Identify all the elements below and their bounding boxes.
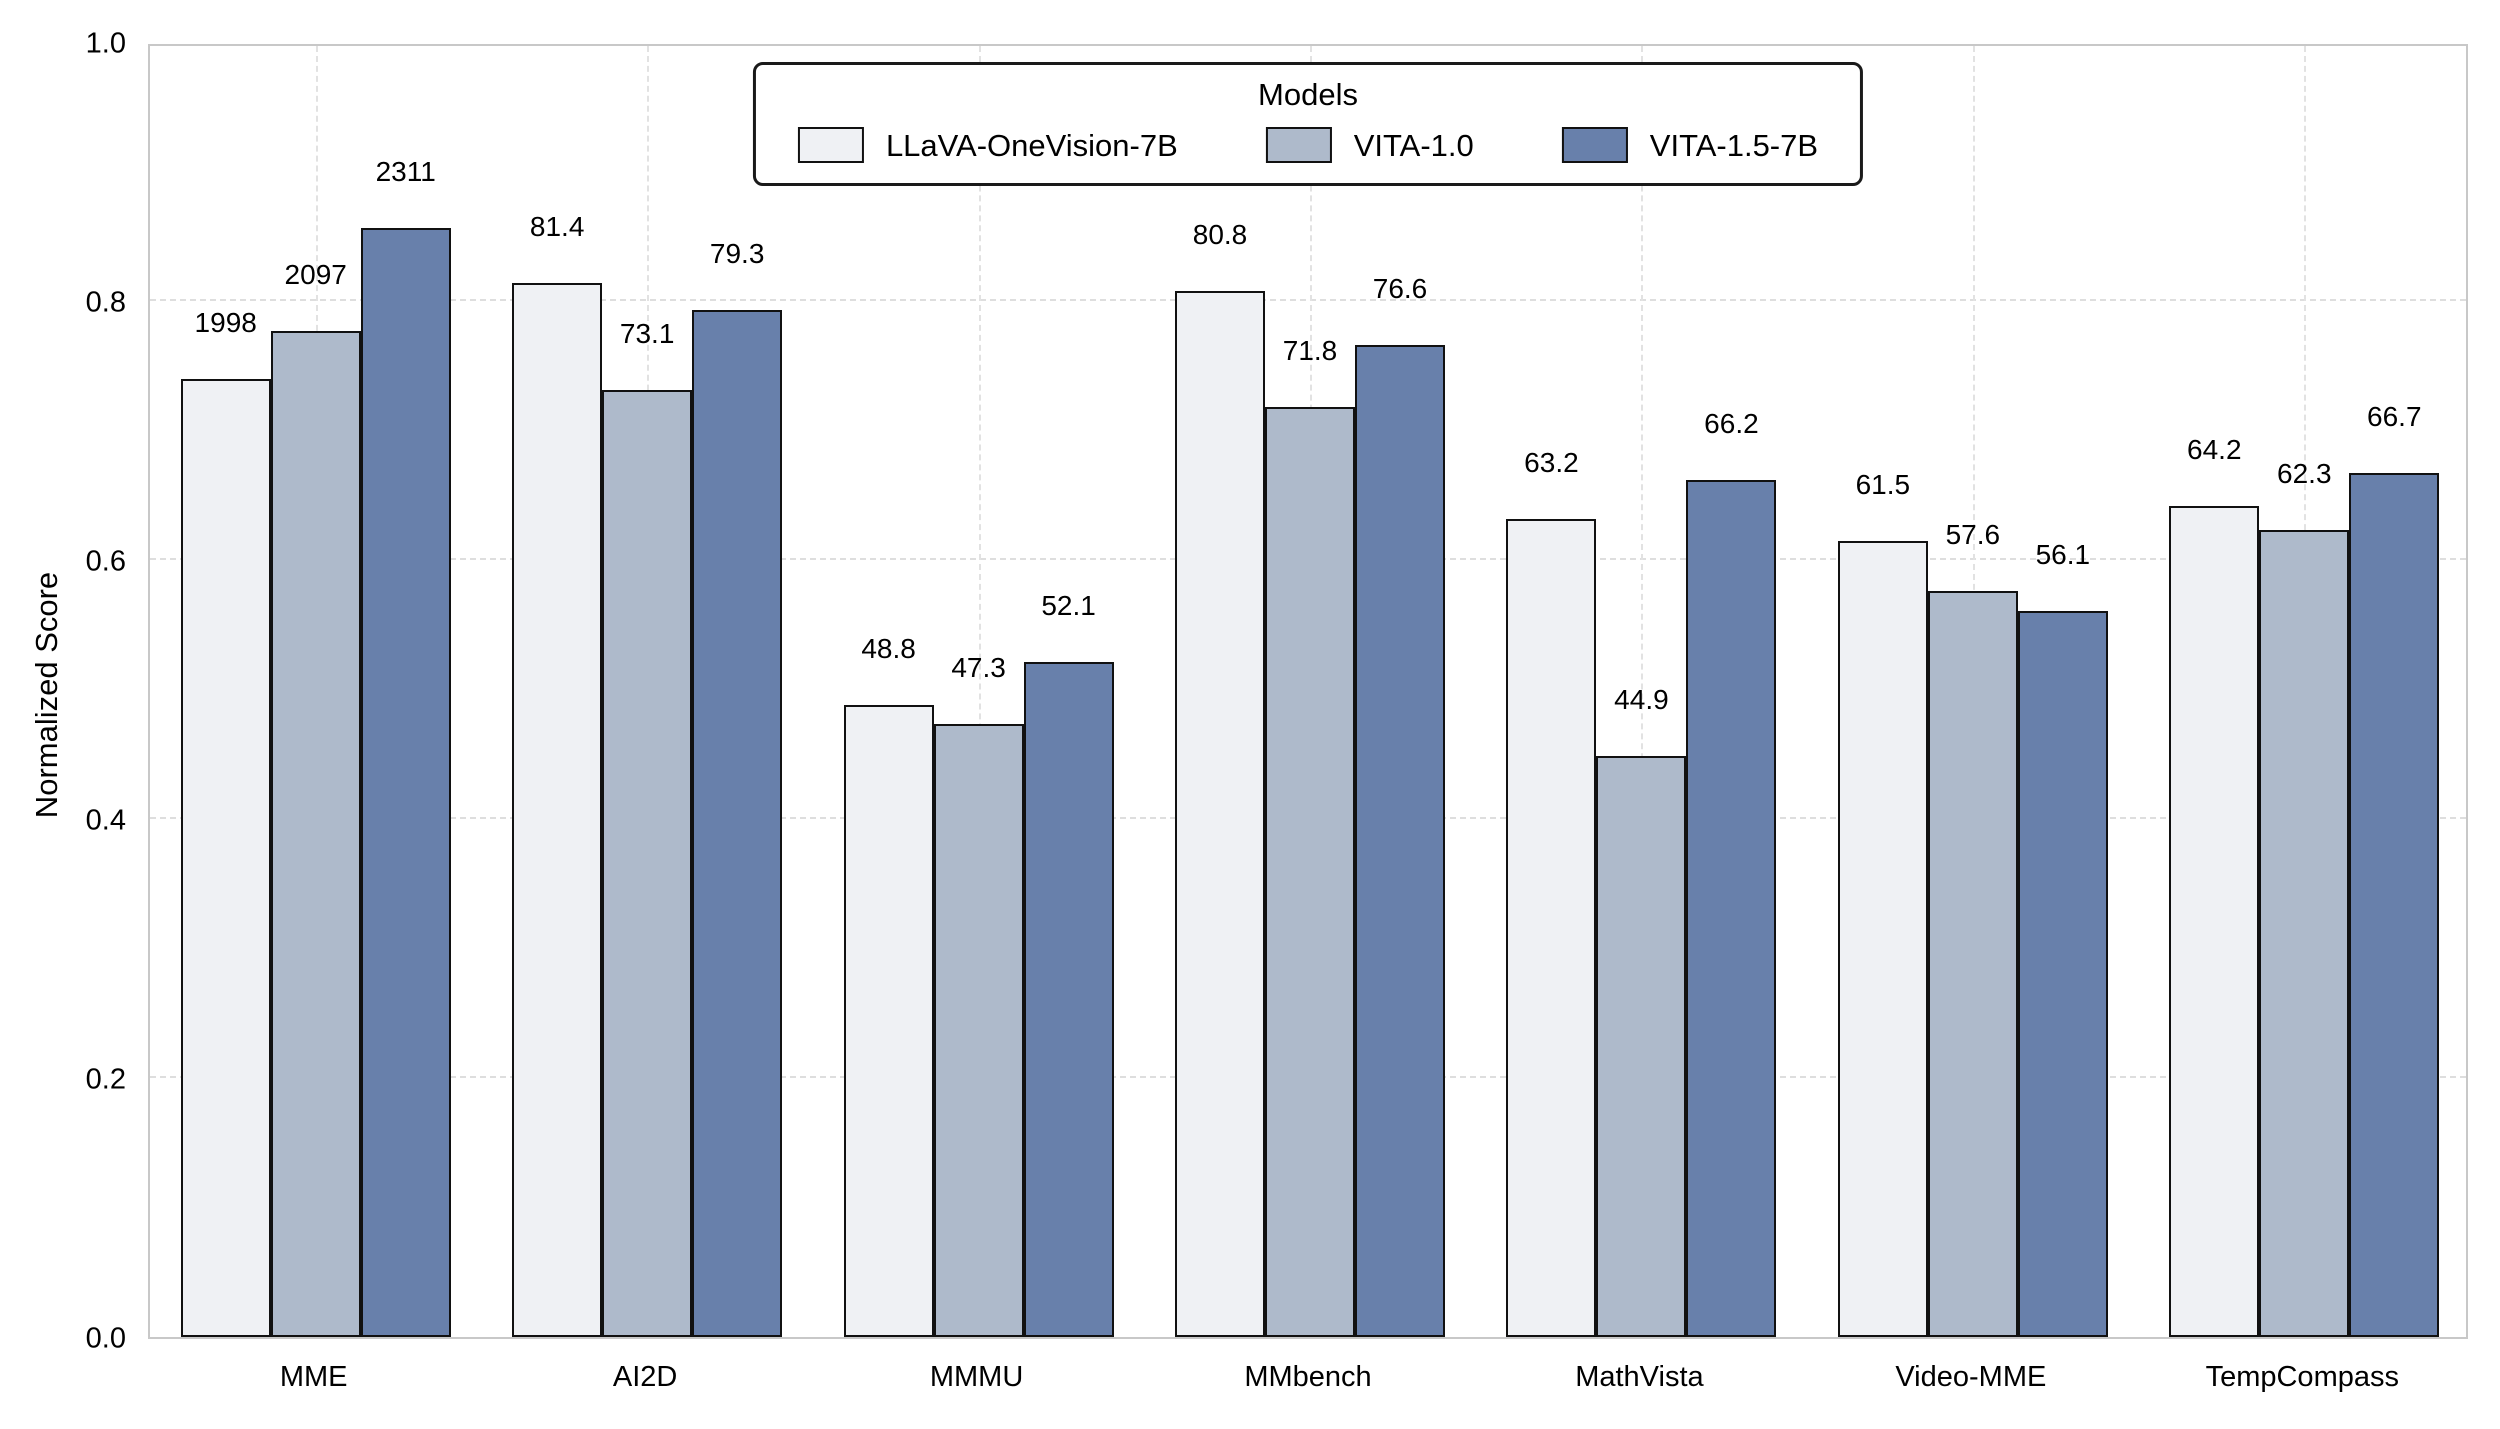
bar-value-label: 56.1 [2035, 538, 2091, 570]
legend-swatch [1265, 127, 1332, 163]
x-tick-label: MME [279, 1361, 348, 1393]
legend-entry: LLaVA-OneVision-7B [797, 127, 1178, 163]
bar-value-label: 66.7 [2367, 401, 2422, 433]
y-tick-label: 0.8 [85, 286, 126, 319]
y-tick-label: 0.6 [85, 545, 126, 578]
x-tick-label: TempCompass [2205, 1361, 2399, 1393]
x-tick-label: MMbench [1244, 1361, 1372, 1393]
legend-label: VITA-1.0 [1353, 127, 1474, 163]
bar [1837, 540, 1928, 1337]
legend-entry: VITA-1.5-7B [1561, 127, 1819, 163]
x-tick-label: MMMU [929, 1361, 1024, 1393]
legend-swatch [797, 127, 864, 163]
bar-value-label: 64.2 [2187, 433, 2242, 465]
bar [2259, 530, 2350, 1337]
legend-swatch [1561, 127, 1628, 163]
bar-value-label: 81.4 [529, 210, 585, 242]
bar-value-label: 61.5 [1855, 468, 1911, 500]
y-tick-label: 0.2 [85, 1063, 126, 1096]
y-tick-label: 0.4 [85, 804, 126, 837]
bar [602, 390, 693, 1337]
bar [1175, 290, 1265, 1337]
bar [2169, 505, 2260, 1337]
bar-value-label: 57.6 [1945, 519, 2001, 551]
x-tick-label: MathVista [1575, 1361, 1704, 1393]
bar-value-label: 79.3 [709, 238, 765, 270]
bar [360, 228, 451, 1337]
bar [512, 282, 603, 1337]
bar [1023, 662, 1114, 1337]
h-gridline [150, 299, 2466, 301]
bar-value-label: 2097 [284, 258, 347, 290]
legend-label: LLaVA-OneVision-7B [885, 127, 1178, 163]
y-tick-label: 1.0 [85, 27, 126, 60]
bar-value-label: 71.8 [1282, 335, 1338, 367]
bar [1355, 345, 1445, 1337]
bar-value-label: 62.3 [2277, 458, 2332, 490]
v-gridline [1641, 46, 1644, 1337]
bar [1596, 755, 1687, 1337]
bar [1265, 407, 1355, 1337]
bar [843, 705, 934, 1337]
bar-value-label: 1998 [194, 306, 257, 338]
bar-value-label: 66.2 [1704, 407, 1759, 439]
bar-value-label: 48.8 [861, 633, 916, 665]
bar-value-label: 80.8 [1192, 218, 1248, 250]
bar [2017, 610, 2108, 1337]
bar [270, 330, 361, 1337]
bar [933, 724, 1024, 1337]
y-axis-title: Normalized Score [29, 571, 64, 819]
legend-label: VITA-1.5-7B [1649, 127, 1819, 163]
bar [2349, 473, 2440, 1337]
x-tick-label: Video-MME [1895, 1361, 2047, 1393]
bar [1506, 518, 1597, 1337]
legend: Models LLaVA-OneVision-7B VITA-1.0 VITA-1.… [752, 62, 1864, 186]
bar-value-label: 52.1 [1041, 590, 1096, 622]
bar [692, 310, 783, 1337]
legend-entries: LLaVA-OneVision-7B VITA-1.0 VITA-1.5-7B [797, 127, 1819, 163]
legend-title: Models [1258, 77, 1358, 112]
plot-area: 1998 81.4 48.8 80.8 63.2 61.5 64.2 2097 73.1 47.3… [148, 44, 2468, 1339]
bar-value-label: 2311 [375, 156, 436, 188]
bar [180, 378, 271, 1337]
bar-value-label: 44.9 [1614, 683, 1669, 715]
bar [1686, 479, 1777, 1337]
bar [1927, 591, 2018, 1337]
bar-value-label: 76.6 [1372, 273, 1428, 305]
x-tick-label: AI2D [612, 1361, 678, 1393]
bar-value-label: 47.3 [951, 652, 1006, 684]
bar-value-label: 63.2 [1524, 446, 1579, 478]
v-gridline [978, 46, 981, 1337]
legend-entry: VITA-1.0 [1265, 127, 1474, 163]
y-tick-label: 0.0 [85, 1322, 126, 1355]
bar-value-label: 73.1 [619, 318, 675, 350]
